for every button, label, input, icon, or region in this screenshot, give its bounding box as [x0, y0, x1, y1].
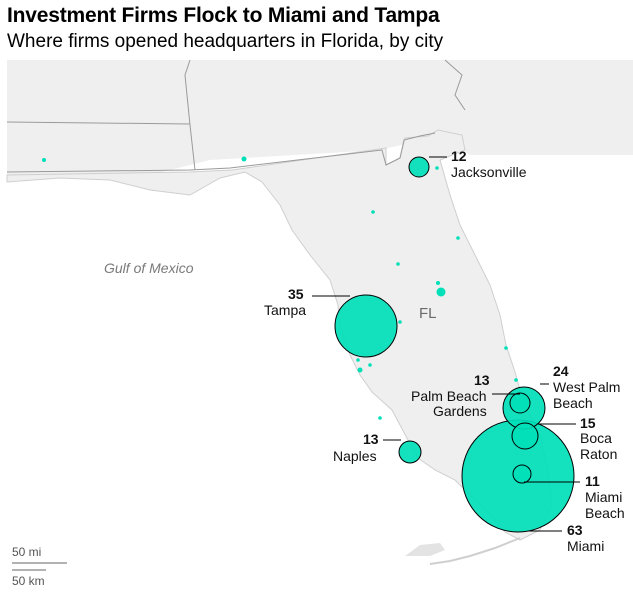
bubble-boca-raton	[511, 422, 539, 450]
minor-city-dot	[368, 363, 372, 367]
minor-city-dot	[356, 358, 360, 362]
bubble-tampa	[334, 294, 398, 358]
city-bubbles	[334, 156, 575, 533]
count-miami: 63	[567, 522, 583, 538]
state-border-fl-north	[6, 149, 401, 173]
chart-subtitle: Where firms opened headquarters in Flori…	[7, 31, 444, 52]
count-tampa: 35	[288, 286, 304, 302]
florida-land	[6, 129, 553, 541]
bubble-jacksonville	[408, 156, 430, 178]
minor-city-dot	[456, 236, 460, 240]
bubble-miami-beach	[512, 464, 532, 484]
name-boca-line1: Boca	[580, 430, 612, 446]
count-naples: 13	[363, 431, 379, 447]
minor-city-dot	[241, 156, 247, 162]
minor-city-dot	[378, 416, 382, 420]
minor-city-dot	[398, 320, 402, 324]
name-pbg-line1: Palm Beach	[411, 388, 486, 404]
water-label: Gulf of Mexico	[104, 260, 194, 276]
count-jacksonville: 12	[451, 148, 467, 164]
leader-lines	[312, 156, 580, 532]
minor-city-dot	[435, 166, 439, 170]
bubble-palm-beach-gardens	[509, 392, 531, 414]
name-tampa: Tampa	[264, 302, 306, 318]
minor-city-dot	[371, 210, 375, 214]
name-miamibeach-line1: Miami	[585, 489, 622, 505]
minor-city-dot	[436, 281, 440, 285]
name-wpb-line2: Beach	[553, 395, 593, 411]
name-pbg-line2: Gardens	[433, 403, 487, 419]
name-miamibeach-line2: Beach	[585, 505, 625, 521]
name-miami: Miami	[567, 538, 604, 554]
state-label: FL	[419, 305, 437, 322]
count-boca: 15	[580, 415, 596, 431]
scale-label-km: 50 km	[12, 574, 45, 588]
neighbor-states-land	[7, 60, 633, 180]
state-border-ga-sc	[444, 59, 466, 111]
scale-label-miles: 50 mi	[12, 545, 42, 559]
minor-city-dots	[42, 156, 518, 420]
minor-city-dot	[396, 262, 400, 266]
name-jacksonville: Jacksonville	[451, 164, 527, 180]
count-miamibeach: 11	[585, 473, 600, 489]
state-border-al-ga	[184, 59, 196, 171]
chart-title: Investment Firms Flock to Miami and Tamp…	[7, 4, 440, 27]
count-pbg: 13	[474, 372, 490, 388]
count-wpb: 24	[553, 363, 569, 379]
florida-keys	[429, 537, 521, 565]
name-wpb-line1: West Palm	[553, 379, 620, 395]
state-border-fl-ga-east	[399, 132, 436, 159]
cuba-island	[405, 543, 445, 556]
name-boca-line2: Raton	[580, 446, 617, 462]
minor-city-dot	[514, 378, 518, 382]
minor-city-dot	[504, 346, 508, 350]
minor-city-dot	[436, 287, 446, 297]
bubble-naples	[398, 440, 422, 464]
minor-city-dot	[42, 158, 46, 162]
state-border-ms-al	[6, 121, 191, 125]
minor-city-dot	[357, 367, 363, 373]
name-naples: Naples	[333, 448, 377, 464]
